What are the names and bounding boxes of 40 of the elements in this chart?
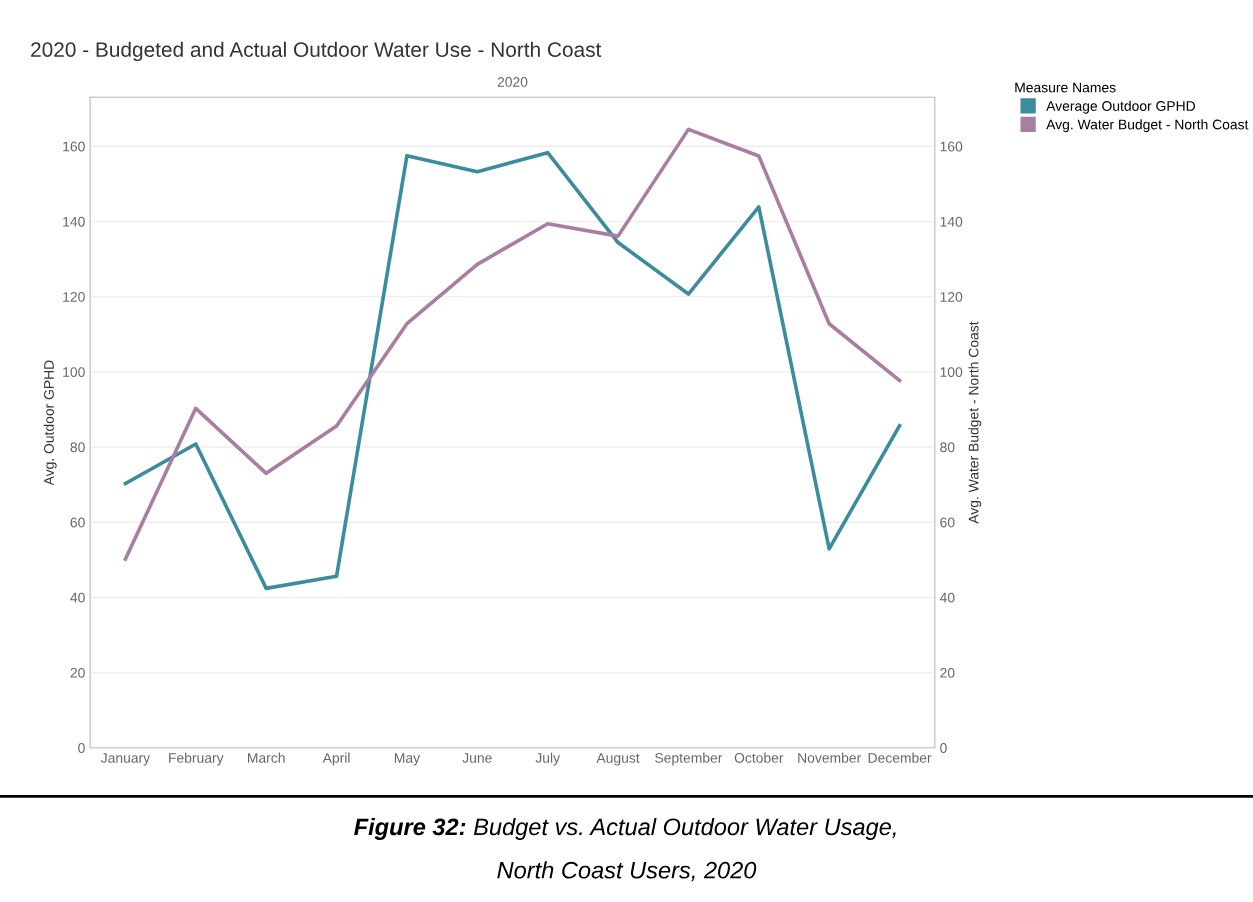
text: 2020 (497, 77, 528, 87)
text: Budget vs. Actual Outdoor Water Usage, (473, 817, 896, 840)
y-tick-label: 60 (70, 517, 85, 528)
x-tick-label: July (535, 752, 560, 766)
y2-tick-label: 60 (940, 517, 955, 528)
y2-tick-label: 0 (940, 743, 947, 753)
y2-axis-title: Avg. Water Budget - North Coast (968, 321, 982, 524)
y-tick-label: 120 (63, 291, 85, 302)
x-tick-label: September (655, 752, 723, 766)
y-tick-label: 40 (70, 592, 85, 603)
x-tick-label: February (169, 752, 224, 766)
x-tick-label: March (248, 752, 285, 763)
y-tick-label: 0 (78, 743, 85, 753)
x-tick-label: October (734, 752, 784, 763)
x-tick-label: January (100, 753, 151, 766)
x-tick-label: April (322, 752, 350, 766)
y-tick-label: 80 (70, 442, 85, 453)
x-tick-label: December (868, 752, 932, 763)
y2-tick-label: 160 (940, 141, 963, 152)
y2-tick-label: 120 (940, 291, 963, 302)
chart-title: 2020 - Budgeted and Actual Outdoor Water Use - North Coast (31, 41, 602, 62)
y2-tick-label: 20 (940, 667, 955, 678)
x-tick-label: November (798, 752, 861, 763)
legend-title: Measure Names (1015, 82, 1116, 93)
y2-tick-label: 80 (940, 442, 955, 453)
x-tick-label: June (462, 753, 492, 763)
y2-tick-label: 100 (940, 367, 963, 378)
legend-label: Average Outdoor GPHD (1046, 100, 1196, 114)
y-tick-label: 100 (63, 367, 85, 378)
caption: Figure 32: (354, 817, 466, 840)
legend-label: Avg. Water Budget - North Coast (1046, 119, 1249, 133)
y-tick-label: 20 (70, 667, 85, 678)
x-tick-label: May (394, 753, 421, 766)
y-tick-label: 140 (63, 216, 85, 227)
y-axis-title: Avg. Outdoor GPHD (43, 360, 57, 486)
y2-tick-label: 140 (940, 216, 963, 227)
y2-tick-label: 40 (939, 592, 955, 603)
x-tick-label: August (596, 753, 640, 766)
text: North Coast Users, 2020 (497, 861, 757, 882)
y-tick-label: 160 (63, 141, 85, 152)
